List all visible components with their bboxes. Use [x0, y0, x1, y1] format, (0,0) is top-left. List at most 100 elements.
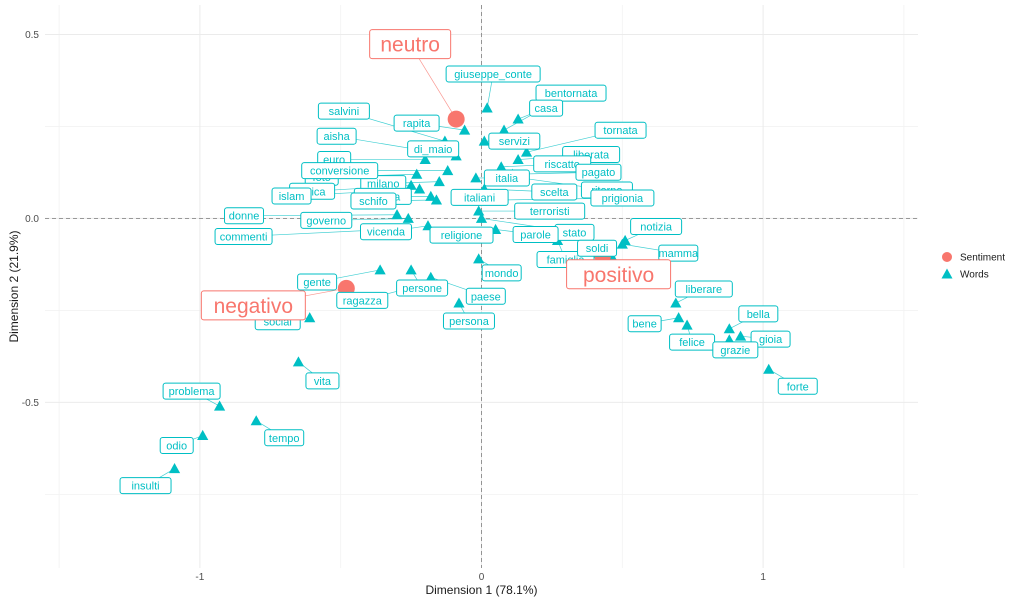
word-casa-label: casa: [534, 103, 558, 115]
word-conversione-label-group: conversione: [301, 162, 379, 180]
word-point-mamma: [616, 238, 628, 249]
word-scelta-label-box: [531, 183, 578, 201]
word-donne-label-group: donne: [224, 207, 265, 225]
word-persone-label-group: persone: [396, 279, 449, 297]
word-point-liberata: [512, 153, 524, 165]
word-tempo-label-group: tempo: [264, 429, 305, 447]
word-vicenda-label: vicenda: [367, 227, 406, 239]
legend-label: Sentiment: [960, 253, 1005, 264]
word-forte-label-box: [777, 377, 818, 395]
sentiment-point-neutro: [447, 110, 465, 128]
word-point-servizi: [478, 135, 490, 146]
word-paese-label-group: paese: [465, 287, 506, 305]
word-giuseppe_conte-label-group: giuseppe_conte: [445, 65, 541, 83]
word-italiani-label: italiani: [464, 192, 495, 204]
word-terroristi-label-box: [514, 202, 586, 220]
word-aisha-label-group: aisha: [316, 127, 357, 145]
word-prigionia-label-box: [590, 189, 655, 207]
word-pagato-label-box: [575, 163, 622, 181]
y-tick-label: -0.5: [22, 398, 40, 409]
x-tick-label: 1: [760, 572, 766, 583]
word-persona-label-box: [442, 312, 495, 330]
word-point-tempo: [250, 415, 262, 426]
word-ragazza-label-box: [336, 291, 389, 309]
word-salvini-label-box: [317, 102, 370, 120]
word-bene-label: bene: [632, 319, 656, 331]
word-persona-label: persona: [449, 316, 490, 328]
sentiment-neutro-label-group: neutro: [369, 29, 452, 60]
word-gente-label: gente: [303, 277, 331, 289]
word-scelta-label-group: scelta: [531, 183, 578, 201]
word-odio-label-box: [159, 437, 194, 455]
word-grazie-label: grazie: [720, 345, 750, 357]
word-bentornata-label-group: bentornata: [535, 84, 607, 102]
word-commenti-label-group: commenti: [214, 227, 273, 245]
word-prigionia-label: prigionia: [602, 193, 644, 205]
word-point-odio: [197, 429, 209, 441]
word-point-gioia: [734, 330, 747, 341]
word-grazie-label-group: grazie: [712, 341, 759, 359]
word-point-gente: [374, 264, 386, 275]
word-di_maio-label-box: [407, 140, 460, 158]
word-donne-label-box: [224, 207, 265, 225]
word-islam-label: islam: [279, 191, 305, 203]
sentiment-negativo-label-group: negativo: [200, 290, 306, 321]
word-religione-label: religione: [441, 230, 483, 242]
word-pagato-label: pagato: [582, 167, 616, 179]
word-persone-label-box: [396, 279, 449, 297]
word-gioia-label-group: gioia: [750, 330, 791, 348]
sentiment-neutro-label: neutro: [380, 34, 440, 57]
word-casa-label-box: [529, 99, 564, 117]
word-mamma-label-box: [658, 244, 699, 262]
word-ragazza-label: ragazza: [343, 295, 383, 307]
word-prigionia-label-group: prigionia: [590, 189, 655, 207]
word-pagato-label-group: pagato: [575, 163, 622, 181]
word-soldi-label-group: soldi: [577, 239, 618, 257]
word-stato-label-group: stato: [554, 223, 595, 241]
word-problema-label: problema: [169, 386, 216, 398]
word-stato-label: stato: [563, 227, 587, 239]
word-governo-label: governo: [306, 215, 346, 227]
word-milano-label-group: milano: [360, 175, 407, 193]
word-mondo-label-group: mondo: [481, 264, 522, 282]
sentiment-negativo-label-box: [200, 290, 306, 321]
word-giuseppe_conte-label: giuseppe_conte: [454, 69, 532, 81]
word-terroristi-label-group: terroristi: [514, 202, 586, 220]
word-vicenda-label-box: [359, 223, 412, 241]
word-bene-label-group: bene: [627, 315, 662, 333]
word-schifo-label: schifo: [359, 196, 388, 208]
word-point-rapita: [459, 124, 471, 135]
y-axis-title: Dimension 2 (21.9%): [7, 230, 21, 342]
word-bentornata-label: bentornata: [545, 88, 598, 100]
word-point-forte: [763, 363, 775, 374]
word-italiani-label-group: italiani: [450, 188, 509, 206]
word-commenti-label-box: [214, 227, 273, 245]
word-servizi-label-group: servizi: [488, 132, 541, 150]
word-aisha-label: aisha: [323, 131, 350, 143]
word-point-giuseppe_conte: [481, 102, 493, 113]
word-gente-label-group: gente: [297, 273, 338, 291]
sentiment-positivo-label-group: positivo: [566, 259, 672, 290]
word-mondo-label-box: [481, 264, 522, 282]
word-soldi-label-box: [577, 239, 618, 257]
legend-key-words: [941, 268, 953, 279]
word-terroristi-label: terroristi: [530, 206, 570, 218]
legend: Sentiment Words: [941, 252, 1005, 281]
word-conversione-label-box: [301, 162, 379, 180]
word-aisha-label-box: [316, 127, 357, 145]
word-parole-label-box: [512, 225, 559, 243]
word-vita-label-group: vita: [305, 372, 340, 390]
word-salvini-label-group: salvini: [317, 102, 370, 120]
word-point-stato: [475, 212, 488, 223]
word-point-governo: [402, 212, 414, 223]
word-point-milano: [433, 176, 445, 187]
word-bella-label-group: bella: [738, 305, 779, 323]
word-point-schifo: [430, 194, 443, 205]
sentiment-positivo-label-box: [566, 259, 672, 290]
word-point-problema: [214, 400, 226, 411]
word-governo-label-group: governo: [300, 211, 353, 229]
word-point-bentornata: [498, 124, 510, 135]
word-rapita-label-box: [393, 114, 440, 132]
word-point-italia: [470, 172, 482, 183]
